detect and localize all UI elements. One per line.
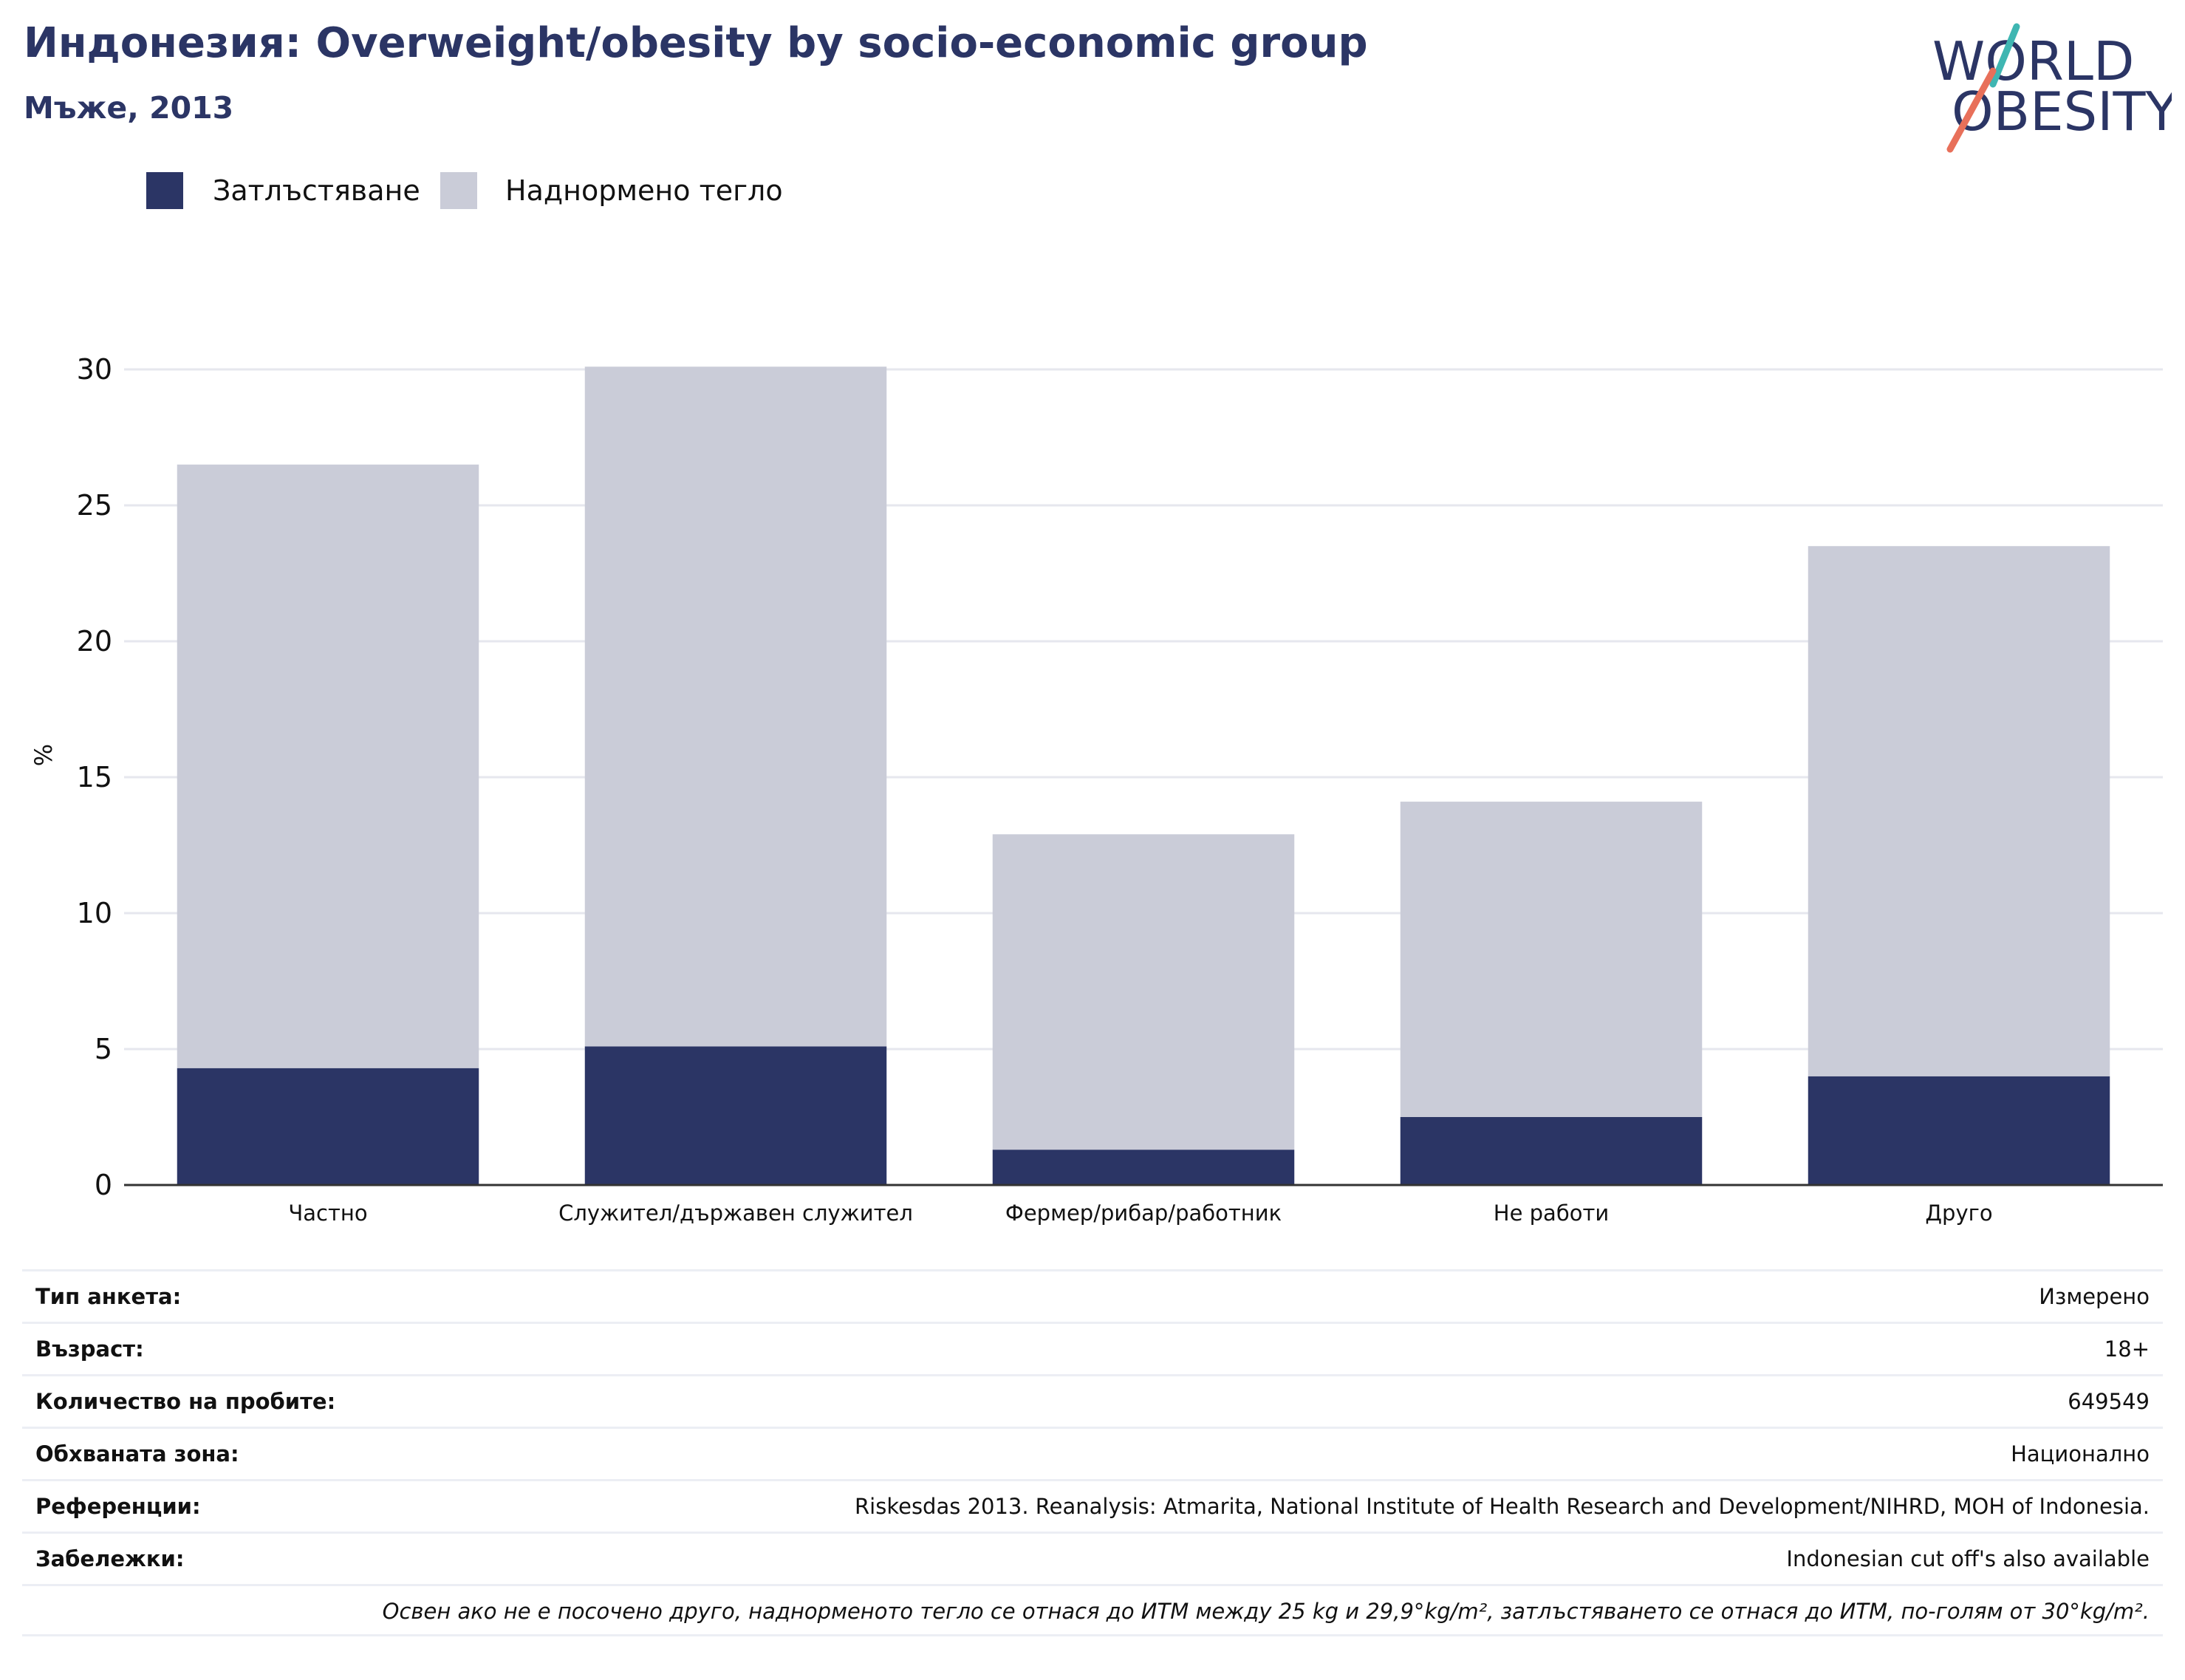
bar-overweight bbox=[1400, 802, 1703, 1117]
legend-label-obesity: Затлъстяване bbox=[213, 174, 420, 207]
x-tick-label: Не работи bbox=[1494, 1201, 1609, 1226]
y-tick-label: 0 bbox=[95, 1169, 112, 1201]
info-row-footnote: Освен ако не е посочено друго, наднормен… bbox=[22, 1584, 2163, 1636]
info-value: 18+ bbox=[2104, 1336, 2150, 1362]
bar-obesity bbox=[584, 1046, 887, 1185]
info-value: Indonesian cut off's also available bbox=[1786, 1546, 2150, 1571]
logo-coral-stroke bbox=[1946, 67, 1997, 153]
bar-overweight bbox=[1808, 546, 2110, 1076]
bar-overweight bbox=[177, 464, 479, 1068]
bar-obesity bbox=[177, 1068, 479, 1185]
chart-subtitle: Мъже, 2013 bbox=[24, 90, 234, 126]
info-row-sample-size: Количество на пробите: 649549 bbox=[22, 1374, 2163, 1427]
logo-teal-stroke bbox=[1989, 23, 2020, 88]
info-row-survey-type: Тип анкета: Измерено bbox=[22, 1269, 2163, 1322]
x-tick-label: Фермер/рибар/работник bbox=[1005, 1201, 1282, 1226]
info-value: Измерено bbox=[2039, 1284, 2150, 1309]
info-label: Референции: bbox=[35, 1494, 201, 1519]
y-tick-label: 5 bbox=[95, 1033, 112, 1065]
y-tick-label: 15 bbox=[77, 761, 112, 793]
y-tick-label: 10 bbox=[77, 897, 112, 929]
definition-footnote: Освен ако не е посочено друго, наднормен… bbox=[382, 1599, 2150, 1624]
info-row-references: Референции: Riskesdas 2013. Reanalysis: … bbox=[22, 1479, 2163, 1532]
legend-label-overweight: Наднормено тегло bbox=[505, 174, 783, 207]
info-label: Тип анкета: bbox=[35, 1284, 182, 1309]
x-tick-label: Служител/държавен служител bbox=[558, 1201, 913, 1226]
bar-overweight bbox=[992, 834, 1295, 1150]
info-label: Обхваната зона: bbox=[35, 1441, 239, 1466]
info-label: Забележки: bbox=[35, 1546, 185, 1571]
legend-swatch-obesity bbox=[146, 172, 183, 209]
info-value: Riskesdas 2013. Reanalysis: Atmarita, Na… bbox=[855, 1494, 2150, 1519]
x-tick-label: Частно bbox=[288, 1201, 367, 1226]
x-tick-label: Друго bbox=[1925, 1201, 1992, 1226]
chart-title: Индонезия: Overweight/obesity by socio-e… bbox=[24, 19, 1368, 67]
info-row-age: Възраст: 18+ bbox=[22, 1322, 2163, 1374]
bar-chart: 0 5 10 15 20 25 30% Частно Служител/държавен слу… bbox=[30, 353, 2163, 1226]
survey-info-table: Тип анкета: Измерено Възраст: 18+ Количе… bbox=[22, 1269, 2163, 1636]
bar-obesity bbox=[1808, 1076, 2110, 1185]
bar-overweight bbox=[584, 366, 887, 1047]
y-tick-label: 20 bbox=[77, 625, 112, 658]
info-value: Национално bbox=[2011, 1441, 2150, 1466]
y-tick-label: 30 bbox=[77, 353, 112, 386]
y-axis-label: % bbox=[30, 744, 58, 766]
y-tick-label: 25 bbox=[77, 489, 112, 522]
world-obesity-logo: WORLD OBESITY bbox=[1932, 23, 2172, 153]
info-value: 649549 bbox=[2068, 1389, 2150, 1414]
info-row-coverage: Обхваната зона: Национално bbox=[22, 1427, 2163, 1479]
legend-swatch-overweight bbox=[440, 172, 477, 209]
bar-obesity bbox=[1400, 1117, 1703, 1185]
logo-text-world: WORLD bbox=[1932, 30, 2134, 92]
info-row-notes: Забележки: Indonesian cut off's also ava… bbox=[22, 1532, 2163, 1584]
bar-obesity bbox=[992, 1150, 1295, 1185]
info-label: Количество на пробите: bbox=[35, 1389, 336, 1414]
logo-text-obesity: OBESITY bbox=[1952, 81, 2172, 143]
info-label: Възраст: bbox=[35, 1336, 144, 1362]
